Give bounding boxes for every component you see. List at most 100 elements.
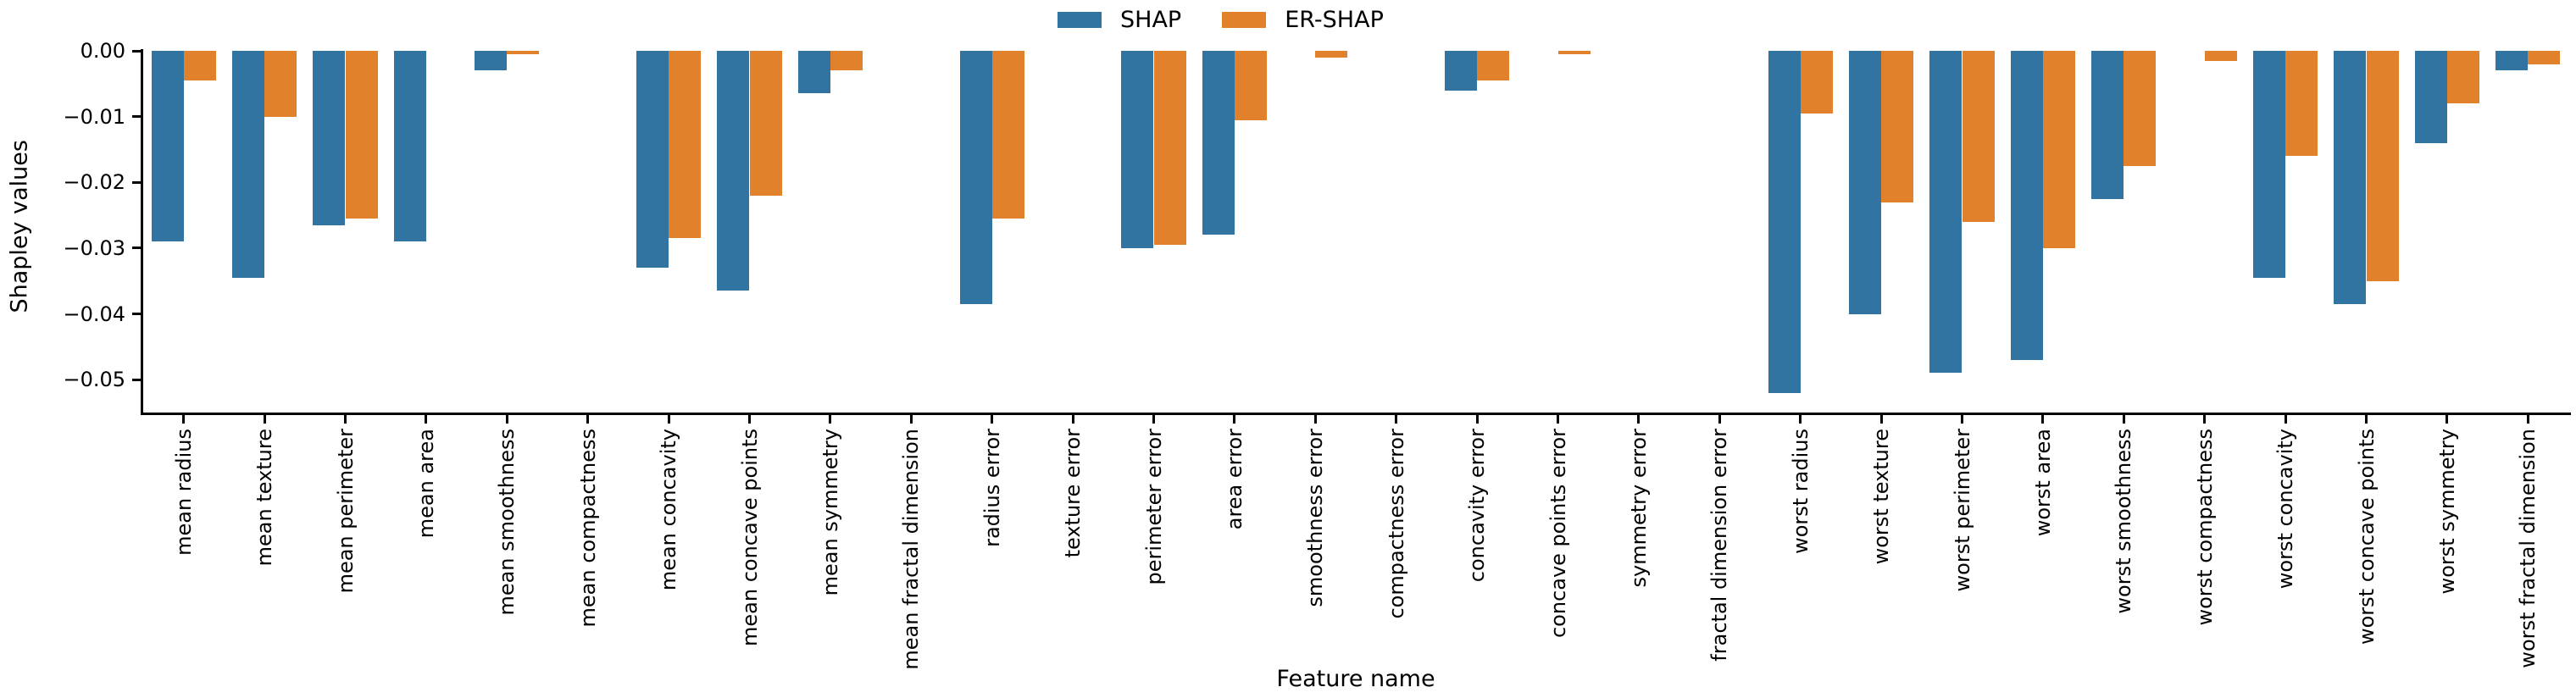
- bar-shap-mean-concavity: [636, 51, 669, 269]
- x-tick-mark: [1071, 415, 1074, 424]
- x-tick-mark: [505, 415, 508, 424]
- x-tick-mark: [2203, 415, 2207, 424]
- x-tick-mark: [1799, 415, 1802, 424]
- x-tick-label-texture-error: texture error: [1061, 429, 1085, 558]
- bar-er-shap-mean-smoothness: [507, 51, 540, 54]
- x-tick-label-worst-concavity: worst concavity: [2273, 429, 2298, 590]
- bar-shap-area-error: [1202, 51, 1235, 235]
- y-tick-mark: [132, 378, 141, 381]
- bar-shap-mean-concave-points: [717, 51, 750, 291]
- x-tick-label-mean-radius: mean radius: [171, 429, 196, 556]
- bar-er-shap-worst-texture: [1881, 51, 1914, 202]
- x-tick-label-radius-error: radius error: [980, 429, 1004, 547]
- x-tick-mark: [1557, 415, 1559, 424]
- x-tick-label-worst-texture: worst texture: [1869, 429, 1894, 565]
- x-tick-mark: [182, 415, 186, 424]
- x-axis-spine: [141, 413, 2571, 415]
- bar-er-shap-radius-error: [991, 51, 1024, 219]
- y-axis-spine: [141, 49, 143, 415]
- bar-shap-worst-smoothness: [2091, 51, 2124, 199]
- x-tick-mark: [1233, 415, 1236, 424]
- bar-er-shap-mean-concavity: [669, 51, 702, 239]
- x-tick-mark: [2526, 415, 2529, 424]
- y-tick-label: −0.02: [63, 170, 125, 195]
- bar-er-shap-area-error: [1234, 51, 1268, 120]
- bar-shap-worst-concavity: [2252, 51, 2286, 278]
- x-tick-mark: [2041, 415, 2045, 424]
- x-tick-mark: [586, 415, 590, 424]
- x-tick-label-worst-compactness: worst compactness: [2192, 429, 2217, 626]
- x-tick-label-worst-radius: worst radius: [1788, 429, 1813, 554]
- legend-label-shap: SHAP: [1120, 7, 1182, 33]
- x-tick-label-mean-texture: mean texture: [253, 429, 277, 567]
- x-tick-label-worst-concave-points: worst concave points: [2354, 429, 2379, 645]
- bar-er-shap-mean-radius: [183, 51, 216, 80]
- x-tick-mark: [1152, 415, 1155, 424]
- bar-er-shap-concave-points-error: [1557, 51, 1591, 54]
- y-tick-label: −0.05: [63, 368, 125, 392]
- bar-shap-mean-perimeter: [313, 51, 346, 225]
- x-tick-mark: [2365, 415, 2368, 424]
- y-tick-mark: [132, 115, 141, 119]
- bar-er-shap-mean-concave-points: [749, 51, 782, 196]
- x-tick-label-mean-smoothness: mean smoothness: [495, 429, 519, 616]
- x-tick-mark: [2284, 415, 2287, 424]
- x-tick-label-mean-perimeter: mean perimeter: [333, 429, 358, 594]
- legend-label-er-shap: ER-SHAP: [1285, 7, 1384, 33]
- x-tick-label-worst-perimeter: worst perimeter: [1950, 429, 1974, 592]
- x-tick-mark: [909, 415, 913, 424]
- y-tick-label: 0.00: [80, 39, 125, 63]
- legend-item-er-shap: ER-SHAP: [1222, 8, 1384, 31]
- y-tick-label: −0.04: [63, 302, 125, 326]
- x-tick-label-mean-area: mean area: [414, 429, 438, 539]
- x-tick-mark: [829, 415, 832, 424]
- x-tick-mark: [2122, 415, 2125, 424]
- x-tick-label-smoothness-error: smoothness error: [1303, 429, 1328, 607]
- y-tick-label: −0.01: [63, 104, 125, 129]
- y-tick-mark: [132, 49, 141, 53]
- x-tick-label-area-error: area error: [1222, 429, 1246, 530]
- x-tick-label-mean-fractal-dimension: mean fractal dimension: [899, 429, 924, 670]
- x-tick-mark: [1879, 415, 1883, 424]
- legend-item-shap: SHAP: [1058, 8, 1181, 31]
- bar-er-shap-worst-concavity: [2285, 51, 2318, 157]
- x-tick-label-mean-concave-points: mean concave points: [737, 429, 762, 646]
- bar-er-shap-mean-perimeter: [345, 51, 378, 219]
- x-tick-label-worst-area: worst area: [2030, 429, 2055, 537]
- x-axis-label: Feature name: [1276, 666, 1435, 692]
- x-tick-label-fractal-dimension-error: fractal dimension error: [1707, 429, 1732, 662]
- bar-shap-radius-error: [959, 51, 992, 304]
- y-tick-label: −0.03: [63, 235, 125, 260]
- bar-shap-worst-perimeter: [1929, 51, 1963, 374]
- x-tick-mark: [425, 415, 428, 424]
- x-tick-label-worst-smoothness: worst smoothness: [2112, 429, 2136, 614]
- bar-er-shap-perimeter-error: [1153, 51, 1186, 246]
- chart-legend: SHAP ER-SHAP: [1058, 8, 1384, 31]
- x-tick-label-worst-symmetry: worst symmetry: [2434, 429, 2459, 595]
- bar-er-shap-smoothness-error: [1315, 51, 1348, 58]
- bar-shap-mean-texture: [231, 51, 265, 278]
- bar-er-shap-worst-fractal-dimension: [2528, 51, 2561, 64]
- bar-er-shap-concavity-error: [1477, 51, 1510, 80]
- bar-shap-worst-radius: [1768, 51, 1801, 393]
- x-tick-label-mean-compactness: mean compactness: [575, 429, 600, 628]
- x-tick-mark: [991, 415, 994, 424]
- bar-er-shap-worst-smoothness: [2124, 51, 2157, 166]
- x-tick-mark: [2446, 415, 2449, 424]
- x-tick-mark: [748, 415, 751, 424]
- bar-shap-concavity-error: [1444, 51, 1478, 91]
- x-tick-label-mean-concavity: mean concavity: [657, 429, 681, 591]
- x-tick-mark: [667, 415, 670, 424]
- bar-er-shap-mean-symmetry: [830, 51, 863, 71]
- bar-shap-mean-smoothness: [475, 51, 508, 71]
- bar-er-shap-worst-radius: [1800, 51, 1833, 114]
- x-tick-mark: [263, 415, 266, 424]
- x-tick-label-concave-points-error: concave points error: [1546, 429, 1570, 639]
- bar-er-shap-mean-texture: [264, 51, 297, 117]
- bar-er-shap-worst-perimeter: [1962, 51, 1995, 222]
- x-tick-label-perimeter-error: perimeter error: [1141, 429, 1166, 585]
- legend-swatch-shap: [1058, 12, 1102, 28]
- y-tick-mark: [132, 180, 141, 184]
- x-tick-mark: [1313, 415, 1317, 424]
